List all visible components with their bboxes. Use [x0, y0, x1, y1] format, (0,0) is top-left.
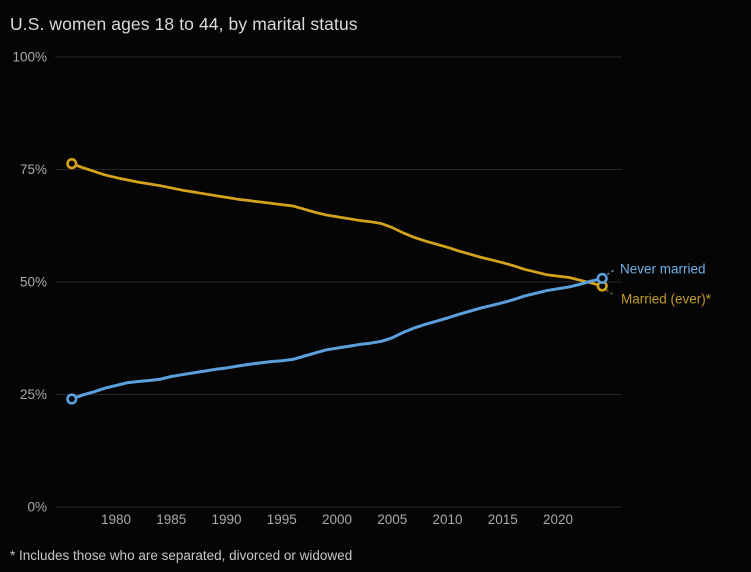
y-axis-tick-label: 0% — [27, 500, 47, 515]
x-axis-tick-label: 1990 — [211, 512, 241, 527]
y-axis-tick-label: 75% — [20, 162, 47, 177]
series-line-married-ever — [70, 162, 604, 288]
y-axis-tick-label: 25% — [20, 387, 47, 402]
leader-line-married-ever — [605, 289, 615, 296]
leader-line-never-married — [606, 268, 616, 275]
x-axis-tick-label: 2015 — [488, 512, 518, 527]
y-axis-tick-label: 50% — [20, 275, 47, 290]
x-axis-tick-label: 2010 — [432, 512, 462, 527]
x-axis-tick-label: 1995 — [267, 512, 297, 527]
series-label-never-married: Never married — [620, 262, 706, 277]
x-axis-tick-label: 1980 — [101, 512, 131, 527]
series-end-marker-never-married — [596, 272, 608, 285]
generated-chart-layer: 100% 75% 50% 25% 0% 1980 1985 1990 1995 2000 2005 2… — [12, 50, 622, 527]
chart-footnote: * Includes those who are separated, divo… — [10, 548, 353, 563]
x-axis-tick-label: 2005 — [377, 512, 407, 527]
series-label-married-ever: Married (ever)* — [621, 292, 712, 307]
y-axis-tick-label: 100% — [12, 50, 47, 65]
series-start-marker-married-ever — [66, 158, 78, 170]
x-axis-tick-label: 1985 — [156, 512, 186, 527]
x-axis-tick-label: 2020 — [543, 512, 573, 527]
chart-title: U.S. women ages 18 to 44, by marital sta… — [10, 14, 358, 34]
series-start-marker-never-married — [66, 393, 78, 405]
series-line-never-married — [70, 276, 604, 401]
x-axis-tick-label: 2000 — [322, 512, 352, 527]
